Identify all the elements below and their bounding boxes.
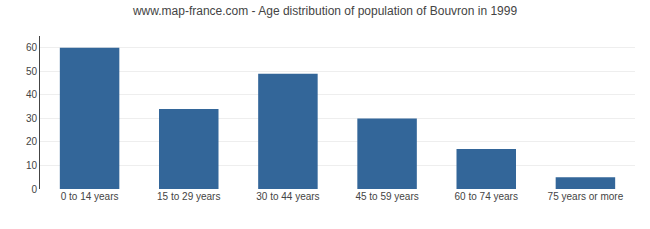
svg-text:0: 0 xyxy=(31,184,37,195)
svg-text:40: 40 xyxy=(26,89,38,100)
svg-text:0 to 14 years: 0 to 14 years xyxy=(61,191,119,202)
svg-text:75 years or more: 75 years or more xyxy=(548,191,624,202)
svg-text:30: 30 xyxy=(26,113,38,124)
svg-text:10: 10 xyxy=(26,160,38,171)
svg-text:20: 20 xyxy=(26,136,38,147)
svg-text:www.map-france.com - Age distr: www.map-france.com - Age distribution of… xyxy=(132,4,518,18)
svg-text:60 to 74 years: 60 to 74 years xyxy=(455,191,518,202)
svg-text:15 to 29 years: 15 to 29 years xyxy=(157,191,220,202)
svg-text:45 to 59 years: 45 to 59 years xyxy=(355,191,418,202)
svg-text:30 to 44 years: 30 to 44 years xyxy=(256,191,319,202)
svg-text:60: 60 xyxy=(26,42,38,53)
svg-text:50: 50 xyxy=(26,66,38,77)
